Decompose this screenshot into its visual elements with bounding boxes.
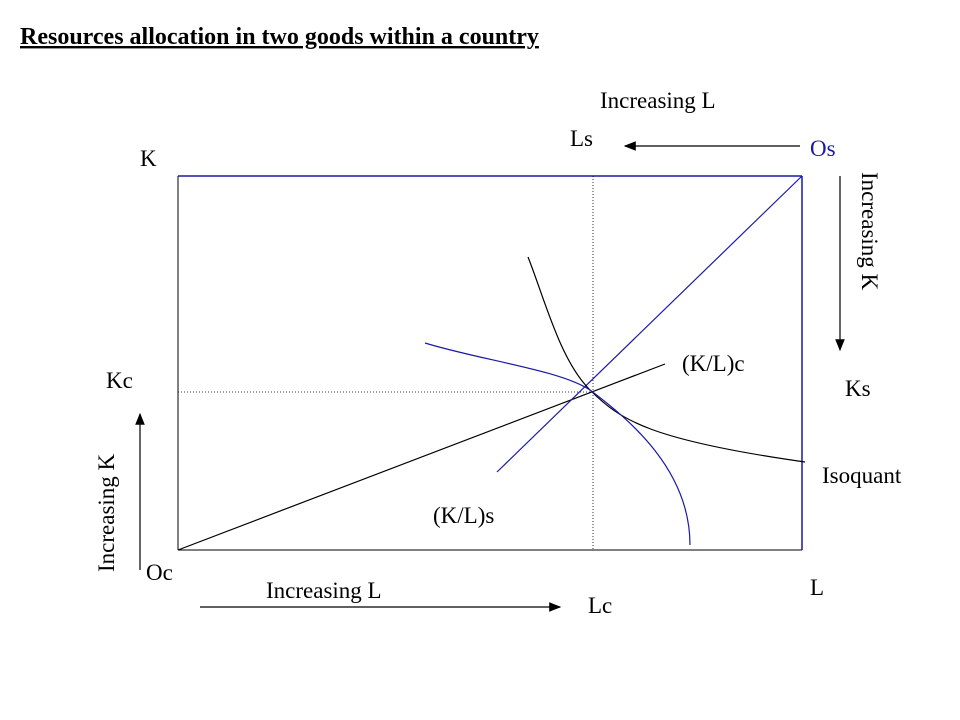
label: (K/L)s (433, 503, 494, 528)
label: Increasing K (94, 453, 119, 572)
label: Ls (570, 126, 593, 151)
label: Increasing L (600, 88, 716, 113)
label: K (140, 146, 157, 171)
label: Isoquant (822, 463, 902, 488)
isoquant-c (527, 256, 806, 463)
label: (K/L)c (682, 351, 745, 376)
label: L (810, 575, 824, 600)
label: Increasing L (266, 578, 382, 603)
label: Increasing K (857, 172, 882, 291)
ray-c (177, 363, 666, 551)
label: Kc (106, 368, 133, 393)
ray-s (496, 175, 803, 473)
label: Lc (588, 593, 612, 618)
label: Oc (146, 560, 173, 585)
title: Resources allocation in two goods within… (20, 24, 539, 50)
label: Ks (845, 376, 871, 401)
isoquant-s (424, 342, 691, 546)
label: Os (810, 136, 836, 161)
